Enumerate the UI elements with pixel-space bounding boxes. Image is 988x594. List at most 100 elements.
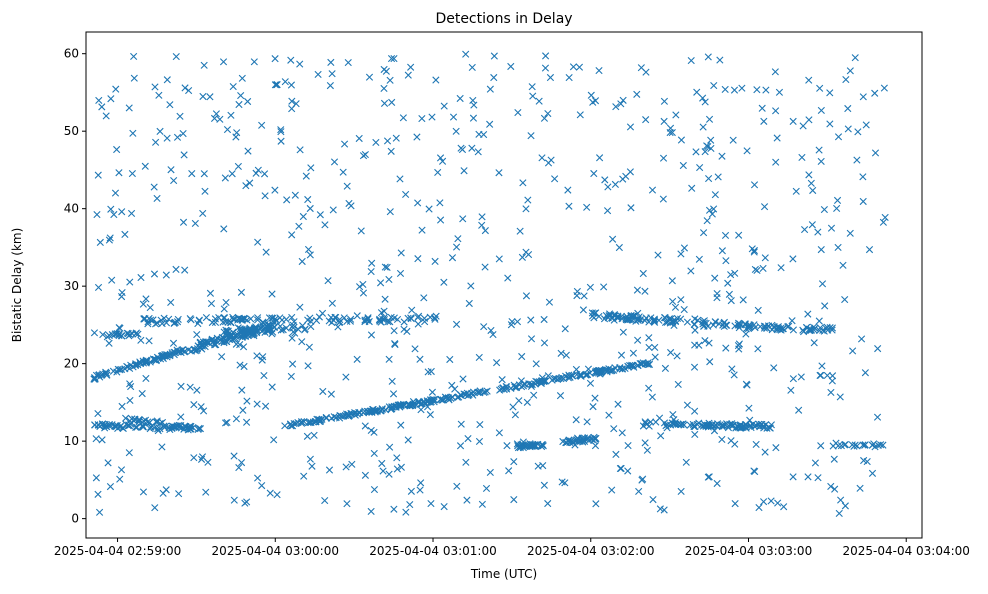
data-point: [722, 344, 730, 352]
data-point: [91, 375, 99, 383]
data-point: [288, 334, 296, 342]
data-point: [218, 353, 226, 361]
data-point: [169, 339, 178, 347]
data-point: [158, 443, 166, 451]
data-point: [540, 114, 549, 122]
data-point: [462, 50, 470, 58]
data-point: [454, 235, 462, 243]
data-point: [719, 321, 727, 329]
data-point: [475, 353, 483, 361]
data-point: [172, 52, 180, 61]
data-point: [674, 380, 682, 389]
data-point: [624, 441, 632, 450]
data-point: [767, 497, 775, 505]
data-point: [804, 310, 812, 318]
data-point: [418, 226, 426, 234]
data-point: [596, 370, 604, 378]
data-point: [303, 432, 311, 440]
data-point: [716, 56, 724, 64]
data-point: [112, 423, 121, 431]
data-point: [113, 368, 121, 376]
data-point: [321, 496, 329, 505]
data-point: [381, 295, 389, 303]
data-point: [253, 326, 262, 334]
data-point: [544, 372, 552, 380]
data-point: [551, 374, 559, 383]
data-point: [832, 439, 840, 447]
data-point: [254, 166, 262, 174]
data-point: [619, 96, 627, 104]
data-point: [160, 314, 168, 322]
data-point: [226, 331, 234, 340]
data-point: [432, 76, 440, 84]
data-point: [718, 247, 726, 255]
data-point: [151, 83, 159, 91]
data-point: [639, 359, 647, 367]
data-point: [699, 94, 707, 102]
data-point: [859, 173, 867, 181]
data-point: [495, 429, 503, 437]
data-point: [695, 341, 703, 349]
data-point: [271, 81, 279, 89]
data-point: [677, 420, 685, 429]
data-point: [463, 496, 471, 504]
data-point: [572, 416, 580, 424]
data-point: [650, 316, 659, 324]
data-point: [650, 315, 658, 323]
data-point: [711, 274, 719, 282]
data-point: [817, 442, 825, 450]
data-point: [94, 490, 102, 498]
data-point: [727, 297, 735, 305]
data-point: [266, 489, 274, 497]
y-tick-label: 40: [64, 202, 79, 216]
data-point: [316, 417, 324, 426]
data-point: [710, 427, 719, 435]
data-point: [806, 326, 814, 334]
data-point: [327, 58, 335, 66]
data-point: [302, 172, 310, 180]
data-point: [378, 405, 386, 413]
data-point: [725, 290, 733, 298]
data-point: [166, 101, 174, 109]
data-point: [645, 334, 653, 342]
data-point: [699, 422, 708, 430]
data-point: [254, 238, 262, 246]
data-point: [418, 114, 426, 123]
y-tick-label: 50: [64, 124, 79, 138]
data-point: [705, 206, 714, 214]
data-point: [372, 138, 380, 147]
data-point: [507, 62, 515, 71]
data-point: [834, 243, 842, 252]
data-point: [701, 98, 709, 106]
data-point: [420, 294, 428, 302]
data-point: [436, 154, 445, 162]
data-point: [616, 365, 624, 373]
data-point: [789, 473, 797, 481]
data-point: [385, 275, 393, 284]
data-point: [856, 484, 864, 492]
data-point: [235, 100, 243, 109]
data-point: [868, 469, 877, 477]
data-point: [281, 78, 289, 86]
data-point: [622, 172, 630, 180]
data-point: [469, 114, 478, 122]
data-point: [756, 423, 764, 431]
data-point: [141, 162, 149, 170]
data-point: [137, 336, 145, 344]
data-point: [727, 271, 735, 279]
data-point: [118, 402, 126, 410]
data-point: [292, 100, 300, 108]
data-point: [156, 355, 165, 363]
data-point: [180, 425, 188, 433]
data-point: [191, 219, 199, 228]
data-point: [876, 441, 885, 449]
x-axis-label: Time (UTC): [470, 567, 537, 581]
data-point: [335, 318, 343, 327]
data-point: [695, 255, 703, 263]
data-point: [379, 467, 387, 475]
data-point: [162, 271, 170, 279]
data-point: [246, 324, 254, 332]
data-point: [440, 503, 448, 511]
data-point: [682, 458, 690, 466]
data-point: [624, 467, 632, 475]
